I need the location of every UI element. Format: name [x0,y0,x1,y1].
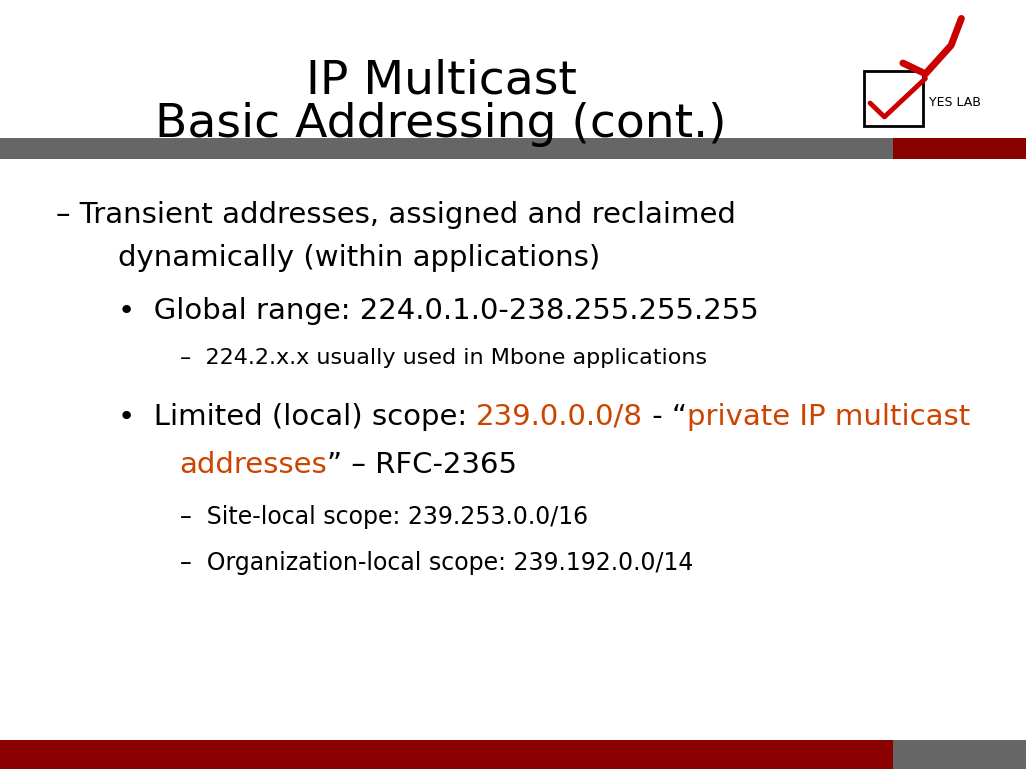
Text: •  Global range: 224.0.1.0-238.255.255.255: • Global range: 224.0.1.0-238.255.255.25… [118,298,759,325]
Text: IP Multicast: IP Multicast [306,58,577,103]
Text: •  Limited (local) scope:: • Limited (local) scope: [118,403,476,431]
Text: –  224.2.x.x usually used in Mbone applications: – 224.2.x.x usually used in Mbone applic… [180,348,707,368]
Text: - “: - “ [643,403,687,431]
Text: private IP multicast: private IP multicast [687,403,971,431]
Bar [893,740,1026,769]
Text: ” – RFC-2365: ” – RFC-2365 [327,451,517,479]
Text: –  Organization-local scope: 239.192.0.0/14: – Organization-local scope: 239.192.0.0/… [180,551,693,575]
Bar [893,138,1026,159]
Text: 239.0.0.0/8: 239.0.0.0/8 [476,403,643,431]
Text: addresses: addresses [180,451,327,479]
Text: – Transient addresses, assigned and reclaimed: – Transient addresses, assigned and recl… [56,201,737,229]
Bar [0,138,893,159]
Text: dynamically (within applications): dynamically (within applications) [118,244,600,271]
Bar [864,71,923,126]
Text: YES LAB: YES LAB [929,96,981,109]
Text: Basic Addressing (cont.): Basic Addressing (cont.) [155,102,727,147]
Bar [0,740,893,769]
Text: –  Site-local scope: 239.253.0.0/16: – Site-local scope: 239.253.0.0/16 [180,504,588,529]
